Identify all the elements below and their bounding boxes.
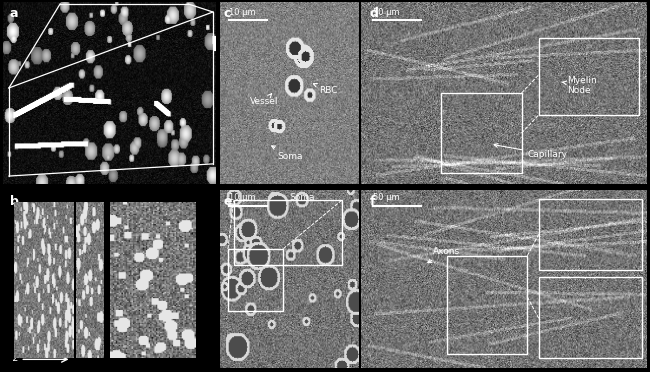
Text: b: b [10,195,18,208]
Text: Myelin
Node: Myelin Node [562,76,597,95]
Bar [447,256,527,354]
Bar [539,199,642,270]
Text: Vessel: Vessel [250,94,279,106]
Text: 50 µm: 50 µm [373,7,400,17]
Text: d: d [370,7,379,20]
Text: 10 µm: 10 µm [229,7,256,17]
Text: c: c [224,7,231,20]
Bar [539,277,642,357]
Text: 50 µm: 50 µm [373,193,400,202]
Text: RBC: RBC [313,84,338,95]
Text: Soma: Soma [289,193,315,202]
Text: Capillary: Capillary [494,144,567,159]
Bar [441,93,521,173]
Text: a: a [10,7,18,20]
Text: z: z [12,353,17,363]
Text: Smooth
Muscle
Cells: Smooth Muscle Cells [131,260,166,290]
Text: f: f [370,195,376,208]
Bar [228,248,283,311]
Text: 10 µm: 10 µm [229,193,256,202]
Bar [539,38,639,115]
Bar [233,201,341,265]
Text: Axons: Axons [428,247,460,263]
Text: e: e [224,195,232,208]
Text: Soma: Soma [272,146,304,161]
